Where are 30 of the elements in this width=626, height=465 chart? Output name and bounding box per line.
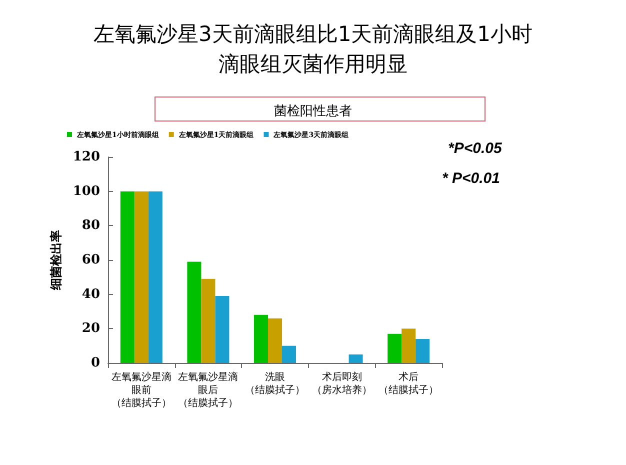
y-tick-label: 40	[82, 286, 100, 302]
chart-subtitle: 菌检阳性患者	[274, 104, 352, 119]
chart-title: 左氧氟沙星3天前滴眼组比1天前滴眼组及1小时滴眼组灭菌作用明显	[93, 22, 533, 76]
bar	[416, 338, 430, 363]
x-tick-label: 左氧氟沙星滴眼后（结膜拭子）	[178, 371, 238, 409]
y-axis-title: 细菌检出率	[48, 230, 63, 291]
bar	[254, 314, 268, 363]
x-tick-label: 术后即刻（房水培养）	[312, 371, 372, 396]
bar	[120, 191, 134, 363]
y-tick-label: 0	[90, 356, 100, 370]
y-tick-label: 60	[82, 252, 100, 268]
bar	[187, 262, 202, 363]
y-tick-label: 80	[82, 218, 100, 234]
bar	[134, 191, 148, 363]
annotation: * P<0.01	[442, 170, 500, 187]
x-tick-label: 左氧氟沙星滴眼前（结膜拭子）	[111, 371, 172, 409]
bar	[148, 191, 162, 363]
y-tick-label: 100	[72, 184, 100, 199]
x-tick-label: 洗眼（结膜拭子）	[245, 371, 305, 396]
bar	[348, 354, 363, 363]
y-tick-label: 20	[82, 321, 100, 336]
bar	[268, 318, 282, 363]
y-tick-label: 120	[72, 150, 100, 164]
x-tick-label: 术后（结膜拭子）	[378, 371, 439, 396]
bar	[201, 278, 216, 363]
text: *P<0.05	[448, 140, 502, 157]
bar	[215, 296, 230, 363]
bar	[402, 328, 416, 363]
bar	[282, 346, 296, 363]
bar	[388, 334, 402, 363]
